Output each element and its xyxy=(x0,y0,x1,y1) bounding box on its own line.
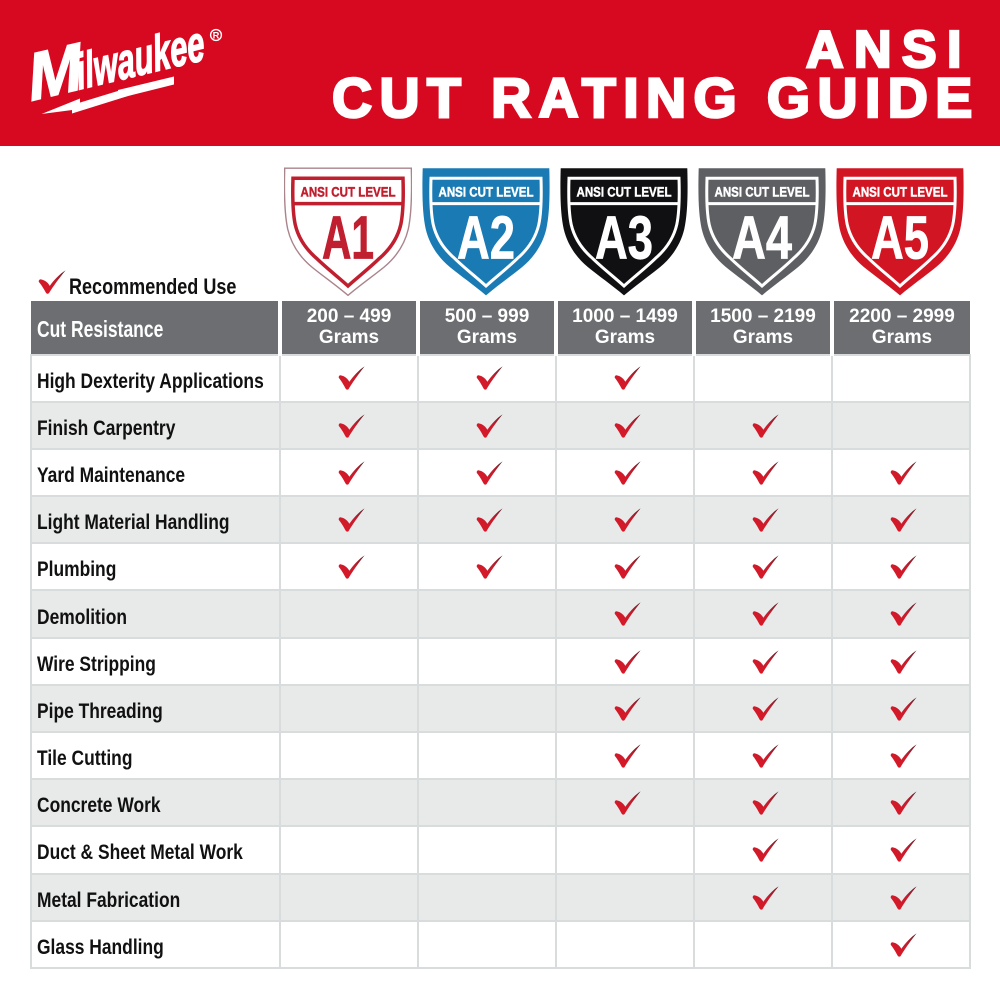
svg-text:ANSI CUT LEVEL: ANSI CUT LEVEL xyxy=(577,184,672,199)
svg-text:ANSI CUT LEVEL: ANSI CUT LEVEL xyxy=(853,184,948,199)
svg-text:A4: A4 xyxy=(732,203,792,271)
svg-text:A2: A2 xyxy=(457,203,515,271)
svg-text:A1: A1 xyxy=(322,203,374,271)
svg-text:R: R xyxy=(213,29,220,40)
svg-text:ANSI CUT LEVEL: ANSI CUT LEVEL xyxy=(301,184,396,199)
svg-text:M: M xyxy=(25,28,88,115)
svg-text:A3: A3 xyxy=(595,203,653,271)
svg-text:A5: A5 xyxy=(871,203,929,271)
svg-text:ANSI CUT LEVEL: ANSI CUT LEVEL xyxy=(439,184,534,199)
svg-text:ANSI CUT LEVEL: ANSI CUT LEVEL xyxy=(715,184,810,199)
